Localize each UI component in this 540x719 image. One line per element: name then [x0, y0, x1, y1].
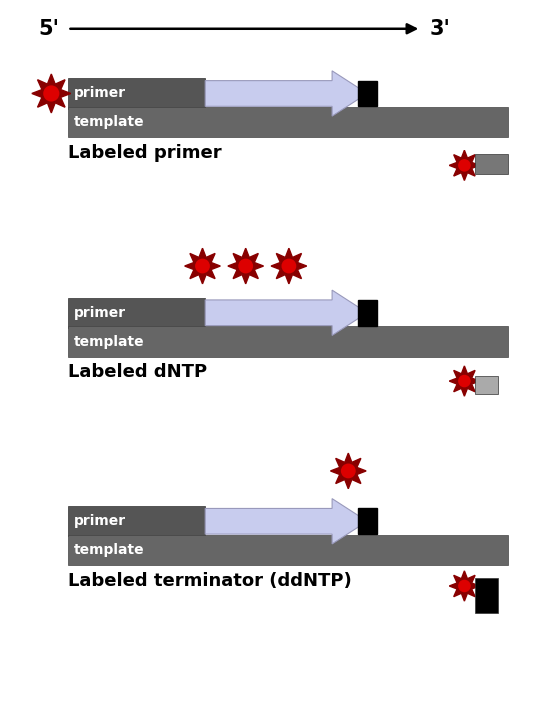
Text: template: template [74, 115, 145, 129]
Bar [357, 508, 377, 534]
Text: Labeled dNTP: Labeled dNTP [68, 363, 207, 381]
FancyArrow shape [205, 71, 367, 116]
Bar [68, 506, 205, 536]
Bar [475, 578, 498, 613]
Polygon shape [449, 150, 480, 180]
Text: Labeled primer: Labeled primer [68, 144, 221, 162]
Text: Labeled terminator (ddNTP): Labeled terminator (ddNTP) [68, 572, 351, 590]
Text: 5': 5' [38, 19, 59, 39]
Polygon shape [185, 248, 220, 284]
Ellipse shape [458, 375, 471, 388]
FancyArrow shape [205, 290, 367, 335]
Ellipse shape [458, 159, 471, 172]
Bar [475, 376, 498, 394]
Bar [68, 298, 205, 328]
Bar [68, 107, 508, 137]
Text: primer: primer [74, 306, 126, 320]
Polygon shape [449, 571, 480, 601]
Polygon shape [330, 453, 366, 489]
Bar [475, 154, 508, 174]
Bar [357, 300, 377, 326]
Text: template: template [74, 543, 145, 557]
Text: primer: primer [74, 514, 126, 528]
Text: template: template [74, 334, 145, 349]
Ellipse shape [43, 86, 59, 101]
Ellipse shape [281, 259, 296, 273]
Ellipse shape [195, 259, 210, 273]
FancyArrow shape [205, 499, 367, 544]
Text: primer: primer [74, 86, 126, 101]
Polygon shape [228, 248, 264, 284]
Polygon shape [32, 74, 71, 113]
Polygon shape [271, 248, 307, 284]
Text: 3': 3' [429, 19, 450, 39]
Bar [68, 326, 508, 357]
Ellipse shape [341, 464, 356, 478]
Bar [68, 78, 205, 109]
Bar [68, 535, 508, 565]
Bar [357, 81, 377, 106]
Polygon shape [449, 366, 480, 396]
Ellipse shape [238, 259, 253, 273]
Ellipse shape [458, 580, 471, 592]
